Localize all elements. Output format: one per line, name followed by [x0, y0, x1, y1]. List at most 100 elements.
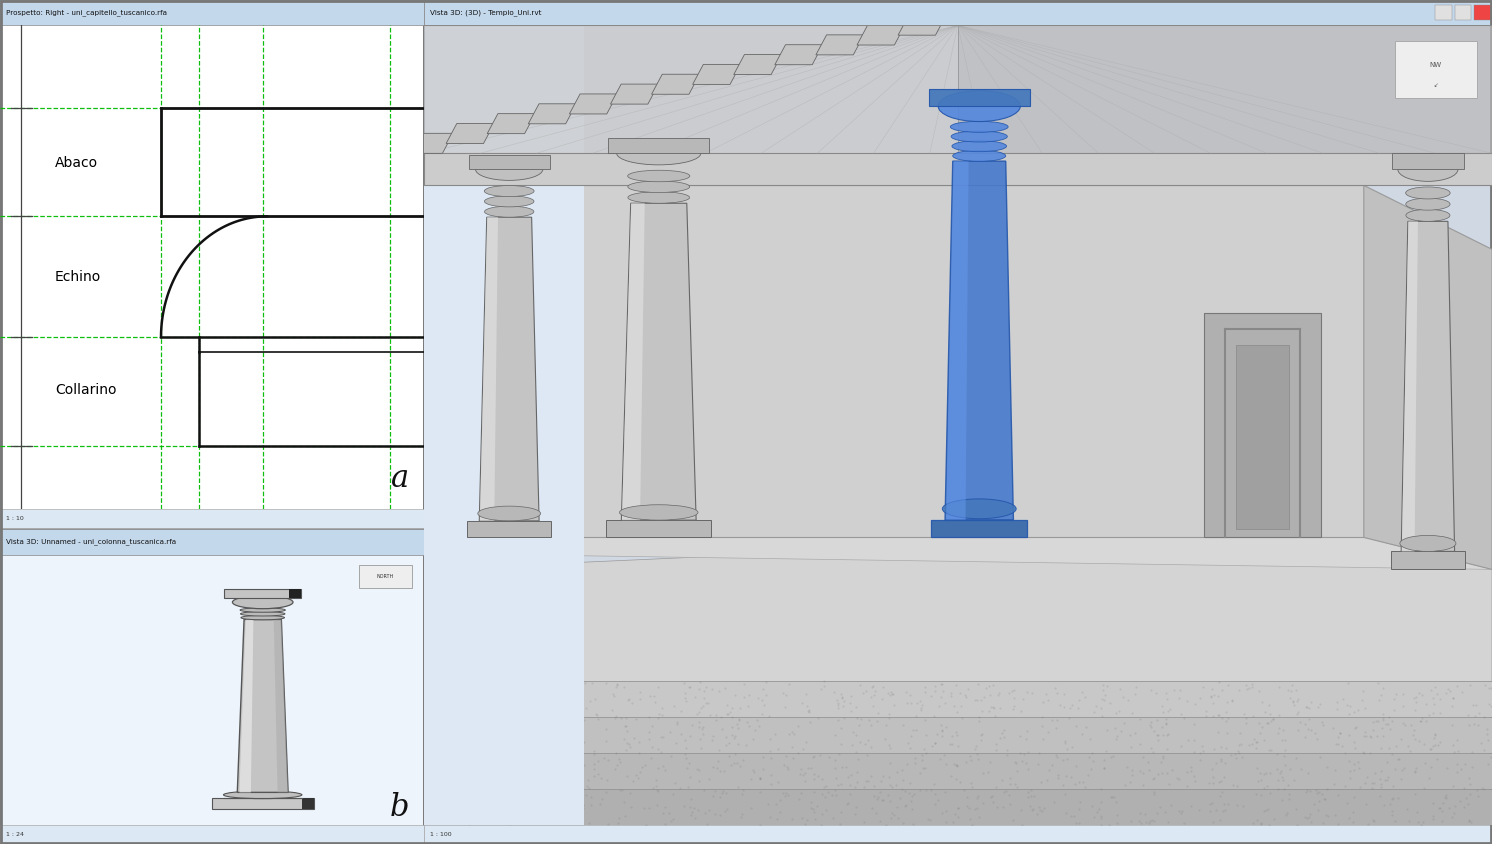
Point [1295, 783, 1319, 797]
Point [800, 801, 824, 814]
Point [877, 711, 901, 724]
Point [898, 689, 922, 702]
Point [534, 794, 558, 808]
Point [570, 806, 594, 820]
Point [688, 682, 712, 695]
Point [1389, 772, 1413, 786]
Point [1338, 764, 1362, 777]
Point [477, 691, 501, 705]
Point [1232, 707, 1256, 721]
Point [1341, 805, 1365, 819]
Point [516, 715, 540, 728]
Point [979, 700, 1003, 713]
Text: b: b [389, 792, 409, 823]
Point [915, 728, 938, 742]
Point [1244, 735, 1268, 749]
Point [824, 788, 847, 802]
Point [1311, 816, 1335, 830]
Point [1426, 738, 1450, 752]
Point [480, 703, 504, 717]
Point [1308, 750, 1332, 764]
Point [457, 752, 480, 766]
Point [549, 753, 573, 766]
Point [1458, 787, 1482, 801]
Point [577, 782, 601, 795]
FancyBboxPatch shape [1395, 41, 1477, 98]
Point [995, 744, 1019, 757]
Point [900, 789, 924, 803]
Point [1116, 760, 1140, 774]
Point [643, 695, 667, 709]
Point [1464, 710, 1488, 723]
Point [1473, 711, 1492, 724]
Point [1280, 684, 1304, 697]
Point [824, 771, 847, 785]
Point [482, 816, 506, 830]
Point [1082, 810, 1106, 824]
Point [500, 684, 524, 698]
Point [576, 780, 600, 793]
Point [1050, 778, 1074, 792]
Point [1343, 741, 1367, 755]
Point [874, 718, 898, 732]
Point [980, 790, 1004, 803]
Point [747, 786, 771, 799]
Point [521, 787, 545, 801]
Point [1010, 755, 1034, 768]
Point [1407, 815, 1431, 829]
Point [1279, 691, 1303, 705]
Point [579, 798, 603, 812]
Point [749, 772, 773, 786]
Point [1103, 791, 1126, 804]
Point [425, 783, 449, 797]
Point [1422, 797, 1446, 810]
Point [859, 770, 883, 783]
Point [1059, 770, 1083, 783]
Point [615, 737, 639, 750]
Point [449, 732, 473, 745]
Polygon shape [1204, 313, 1320, 538]
Point [798, 716, 822, 729]
Point [812, 780, 836, 793]
Point [833, 711, 856, 724]
Point [1101, 749, 1125, 762]
Point [1446, 758, 1470, 771]
Point [825, 695, 849, 709]
Point [861, 699, 885, 712]
Point [886, 812, 910, 825]
Point [677, 770, 701, 783]
Polygon shape [622, 203, 645, 520]
Point [1156, 815, 1180, 829]
Point [1182, 745, 1206, 759]
Text: Vista 3D: (3D) - Tempio_Uni.rvt: Vista 3D: (3D) - Tempio_Uni.rvt [430, 9, 542, 16]
Point [519, 738, 543, 751]
Point [1026, 746, 1050, 760]
Point [846, 753, 870, 766]
Point [1404, 766, 1428, 779]
Point [756, 709, 780, 722]
Point [1431, 804, 1455, 818]
Point [448, 799, 471, 813]
Point [924, 684, 947, 698]
Point [703, 808, 727, 821]
Point [952, 783, 976, 797]
Point [943, 678, 967, 691]
Point [1095, 744, 1119, 758]
Point [1147, 800, 1171, 814]
Point [1095, 723, 1119, 737]
Point [824, 754, 847, 767]
Point [1085, 805, 1109, 819]
Point [1273, 733, 1297, 746]
Point [910, 699, 934, 712]
Point [771, 787, 795, 800]
Point [1103, 722, 1126, 735]
Polygon shape [621, 203, 697, 520]
Point [689, 722, 713, 736]
Point [689, 741, 713, 755]
Point [1361, 716, 1385, 729]
Point [1271, 782, 1295, 796]
Point [464, 766, 488, 779]
Point [1131, 766, 1155, 780]
Point [746, 691, 770, 705]
Point [1213, 771, 1237, 784]
